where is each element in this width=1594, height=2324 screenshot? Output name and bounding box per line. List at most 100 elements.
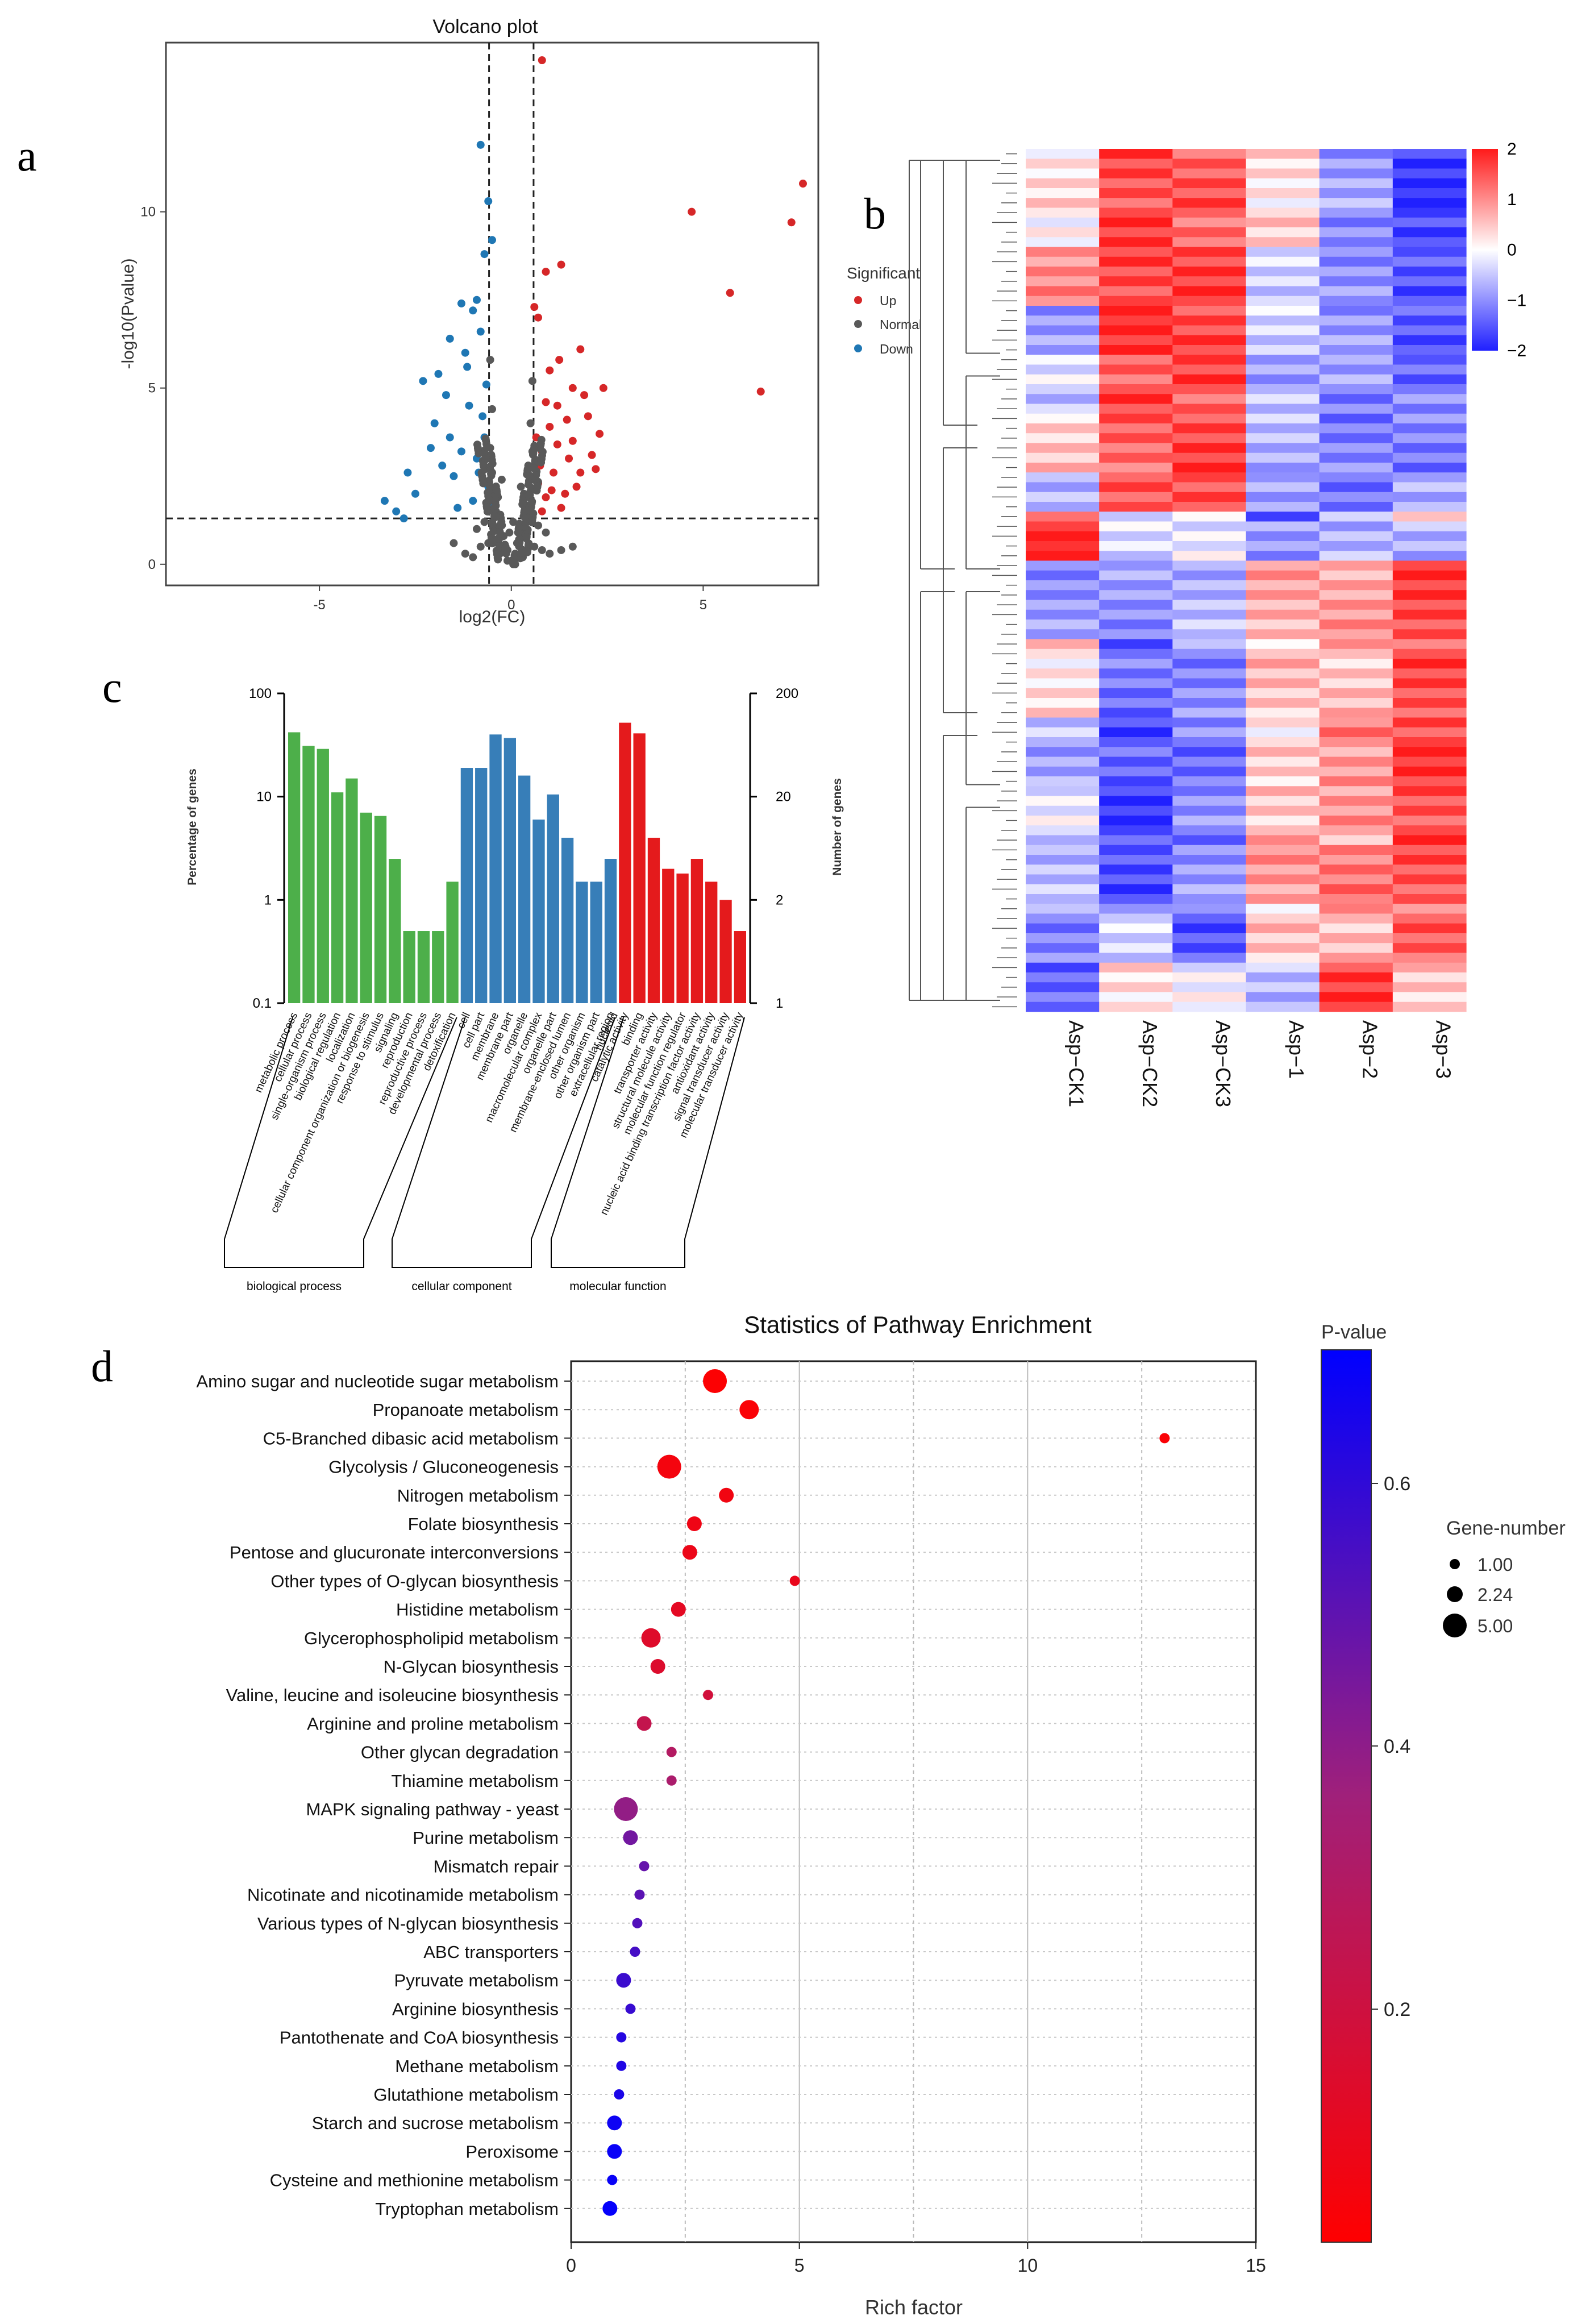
heatmap-cell bbox=[1319, 217, 1393, 228]
heatmap-cell bbox=[1392, 688, 1467, 699]
heatmap-cell bbox=[1392, 580, 1467, 591]
volcano-point-down bbox=[465, 401, 473, 410]
heatmap-cell bbox=[1319, 796, 1393, 806]
volcano-point-up bbox=[568, 384, 577, 392]
heatmap-cell bbox=[1319, 864, 1393, 875]
heatmap-cell bbox=[1172, 972, 1247, 983]
heatmap-cell bbox=[1392, 894, 1467, 904]
volcano-plot: Volcano plot -5 0 5 0 5 10 log2(FC) -log10(Pv… bbox=[119, 16, 922, 626]
heatmap-cell bbox=[1172, 1001, 1247, 1012]
heatmap-cell bbox=[1172, 452, 1247, 463]
heatmap-cell bbox=[1319, 443, 1393, 454]
volcano-point-normal bbox=[488, 537, 496, 546]
heatmap-cell bbox=[1172, 962, 1247, 973]
volcano-point-normal bbox=[479, 479, 488, 488]
heatmap-cell bbox=[1392, 708, 1467, 718]
heatmap-colorbar-tick: 0 bbox=[1507, 241, 1517, 260]
go-bar bbox=[719, 900, 732, 1003]
heatmap-cell bbox=[1246, 747, 1320, 758]
volcano-point-up bbox=[592, 465, 600, 473]
heatmap-cell bbox=[1099, 355, 1173, 365]
heatmap-cell bbox=[1099, 796, 1173, 806]
volcano-point-up bbox=[798, 180, 807, 188]
volcano-xtick-label: -5 bbox=[313, 597, 325, 613]
heatmap-cell bbox=[1319, 374, 1393, 385]
heatmap-cell bbox=[1172, 227, 1247, 238]
heatmap-cell bbox=[1319, 364, 1393, 375]
volcano-point-normal bbox=[515, 523, 523, 531]
heatmap-cell bbox=[1172, 580, 1247, 591]
heatmap-cell bbox=[1172, 560, 1247, 571]
heatmap-cell bbox=[1246, 159, 1320, 169]
heatmap-cell bbox=[1392, 923, 1467, 934]
heatmap-cell bbox=[1172, 786, 1247, 797]
heatmap-cell bbox=[1319, 168, 1393, 179]
heatmap-cell bbox=[1026, 276, 1100, 287]
volcano-point-up bbox=[530, 303, 539, 311]
kegg-dot-plot: Statistics of Pathway Enrichment Amino s… bbox=[196, 1311, 1565, 2319]
heatmap-cell bbox=[1319, 737, 1393, 747]
kegg-pathway-label: Cysteine and methionine metabolism bbox=[270, 2171, 559, 2190]
volcano-point-down bbox=[446, 334, 454, 343]
heatmap-cell bbox=[1319, 355, 1393, 365]
volcano-point-normal bbox=[568, 542, 577, 551]
kegg-point bbox=[632, 1918, 643, 1928]
volcano-point-normal bbox=[517, 483, 525, 491]
go-bar bbox=[302, 746, 315, 1003]
heatmap-cell bbox=[1319, 874, 1393, 885]
heatmap-cell bbox=[1172, 620, 1247, 630]
heatmap-cell bbox=[1392, 463, 1467, 473]
heatmap-cell bbox=[1319, 766, 1393, 777]
heatmap-cell bbox=[1099, 364, 1173, 375]
heatmap-cell bbox=[1172, 992, 1247, 1003]
heatmap-cell bbox=[1319, 629, 1393, 640]
heatmap-column-label: Asp−CK3 bbox=[1212, 1020, 1235, 1107]
panel-label-c: c bbox=[102, 662, 122, 712]
volcano-point-normal bbox=[526, 419, 535, 427]
heatmap-cell bbox=[1172, 747, 1247, 758]
heatmap-column-label: Asp−1 bbox=[1285, 1020, 1308, 1079]
heatmap-cell bbox=[1172, 717, 1247, 728]
volcano-point-down bbox=[469, 306, 477, 315]
heatmap-cell bbox=[1319, 178, 1393, 189]
kegg-pathway-label: N-Glycan biosynthesis bbox=[384, 1657, 559, 1677]
volcano-point-down bbox=[403, 468, 412, 477]
volcano-point-normal bbox=[521, 522, 530, 531]
kegg-pathway-label: Starch and sucrose metabolism bbox=[312, 2113, 559, 2133]
kegg-point bbox=[719, 1487, 734, 1503]
heatmap-cell bbox=[1099, 463, 1173, 473]
volcano-point-up bbox=[726, 289, 734, 297]
volcano-point-up bbox=[572, 483, 581, 491]
go-bar bbox=[532, 819, 545, 1003]
kegg-point bbox=[614, 1797, 638, 1821]
heatmap-cell bbox=[1246, 413, 1320, 424]
volcano-point-normal bbox=[469, 553, 477, 562]
heatmap-cell bbox=[1246, 512, 1320, 522]
kegg-point bbox=[607, 2144, 622, 2159]
volcano-point-normal bbox=[529, 448, 538, 457]
heatmap-cell bbox=[1026, 482, 1100, 493]
heatmap-cell bbox=[1172, 335, 1247, 346]
heatmap-cell bbox=[1099, 639, 1173, 650]
heatmap-cell bbox=[1026, 580, 1100, 591]
heatmap-cell bbox=[1246, 207, 1320, 218]
volcano-point-normal bbox=[472, 525, 481, 533]
volcano-point-up bbox=[576, 345, 585, 354]
heatmap-cell bbox=[1246, 394, 1320, 405]
heatmap-cell bbox=[1172, 237, 1247, 248]
heatmap-cell bbox=[1319, 884, 1393, 895]
heatmap-cell bbox=[1392, 845, 1467, 855]
heatmap-cell bbox=[1026, 659, 1100, 669]
heatmap-cell bbox=[1246, 325, 1320, 336]
heatmap-cell bbox=[1026, 452, 1100, 463]
volcano-point-normal bbox=[515, 542, 523, 551]
heatmap-chart: 2 1 0 −1 −2 Asp−CK1 Asp−CK2 Asp−CK3 Asp−1 Asp−2 A… bbox=[909, 140, 1526, 1107]
heatmap-cell bbox=[1026, 463, 1100, 473]
heatmap-cell bbox=[1172, 364, 1247, 375]
heatmap-cell bbox=[1172, 345, 1247, 355]
heatmap-cell bbox=[1392, 394, 1467, 405]
volcano-point-normal bbox=[536, 439, 545, 448]
volcano-point-normal bbox=[509, 558, 518, 567]
heatmap-cell bbox=[1026, 560, 1100, 571]
heatmap-cell bbox=[1026, 364, 1100, 375]
